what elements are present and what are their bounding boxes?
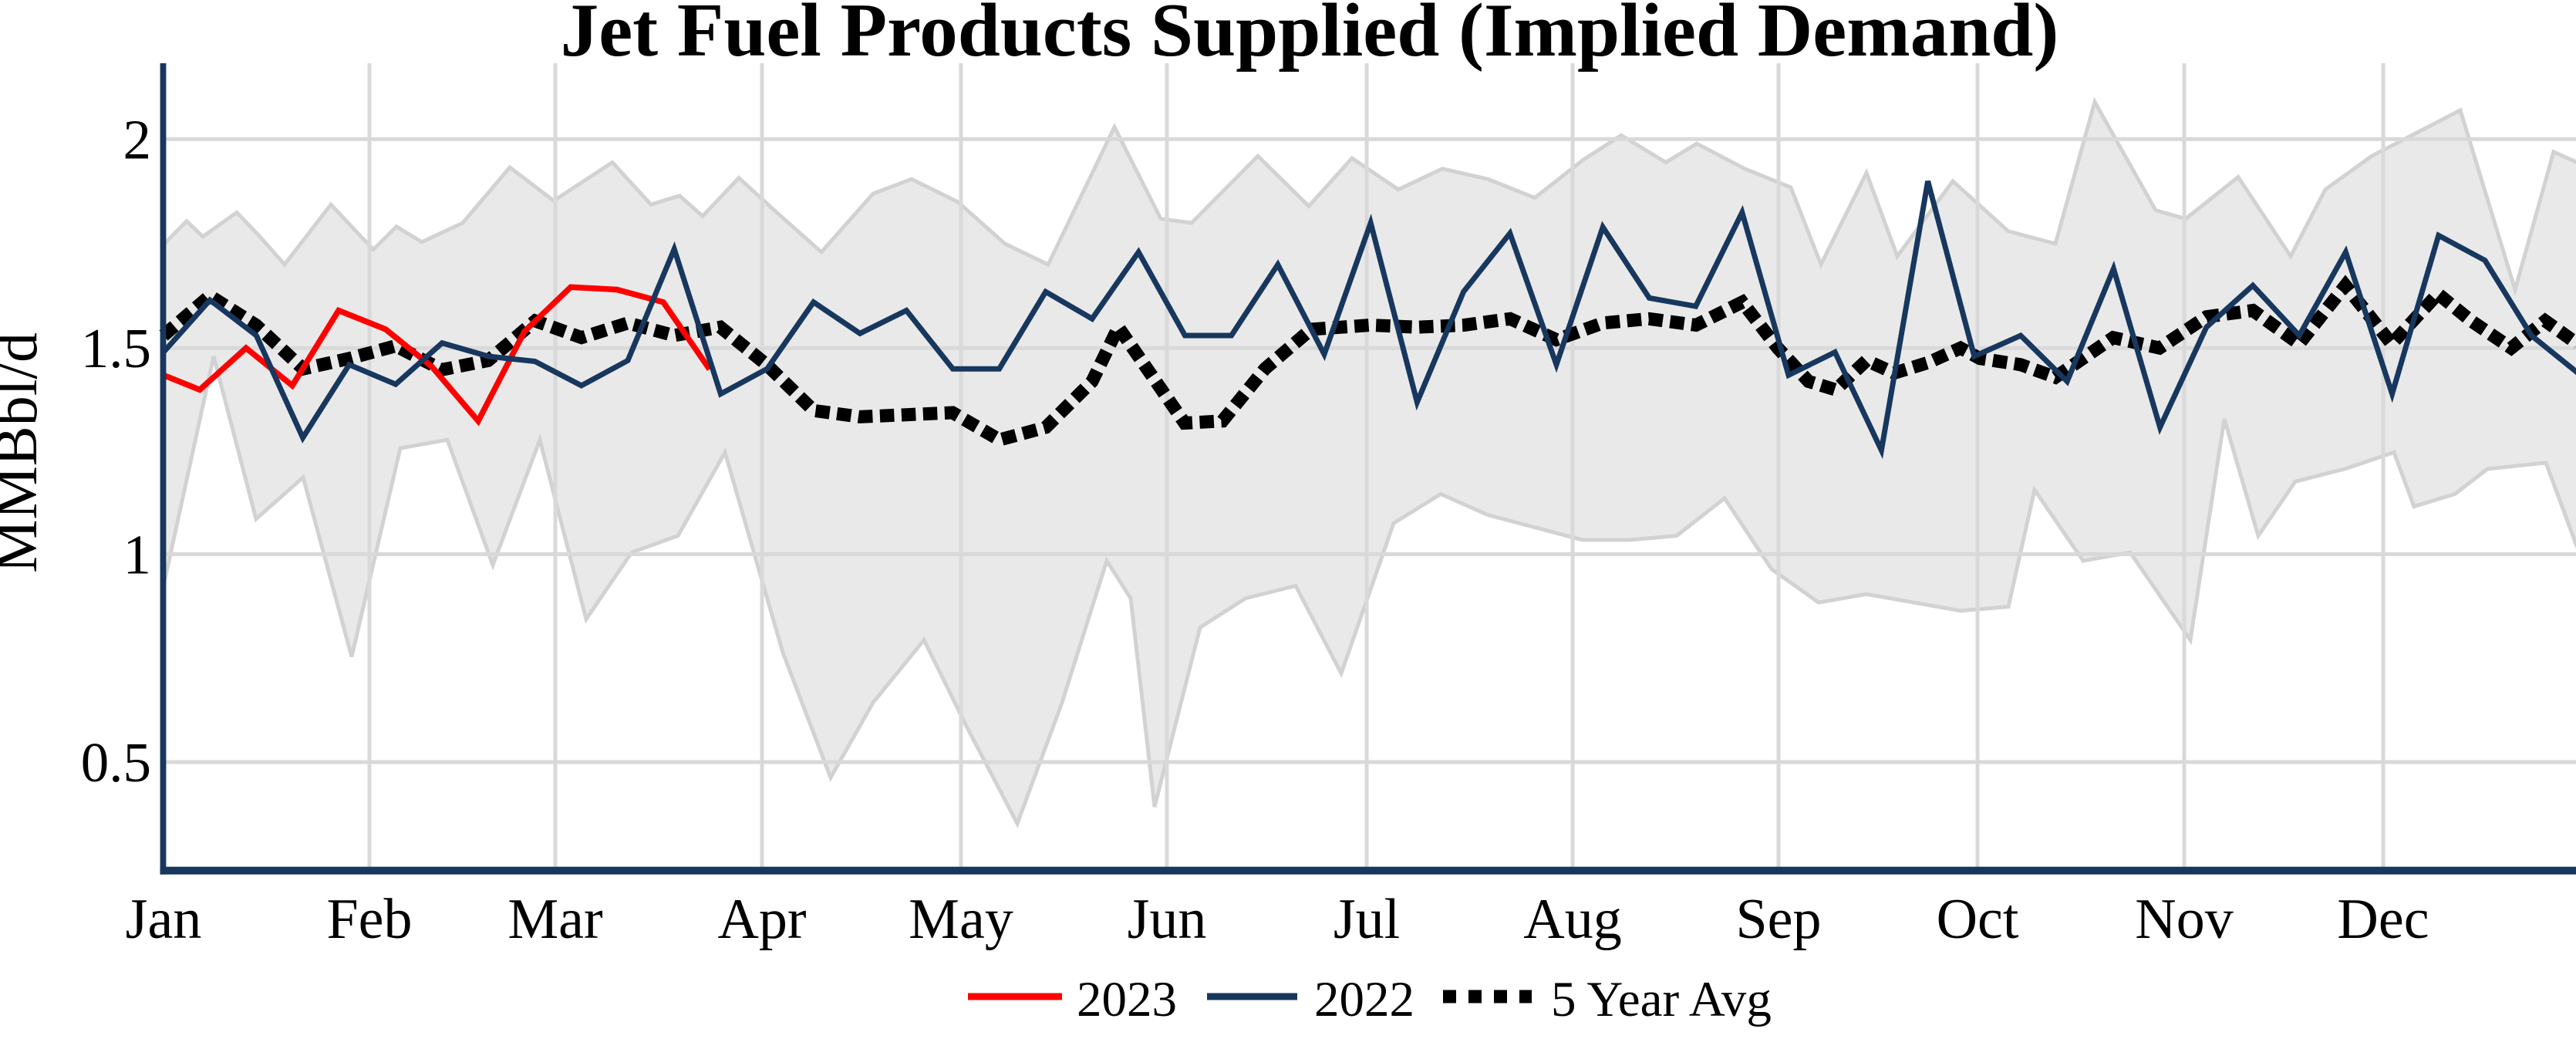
svg-text:0.5: 0.5 xyxy=(81,731,151,794)
svg-text:Dec: Dec xyxy=(2337,888,2429,951)
svg-text:May: May xyxy=(909,888,1013,951)
svg-text:Jul: Jul xyxy=(1334,888,1400,951)
svg-text:Sep: Sep xyxy=(1736,888,1822,951)
svg-text:Jun: Jun xyxy=(1128,888,1207,951)
svg-text:5 Year Avg: 5 Year Avg xyxy=(1551,972,1772,1027)
svg-text:Mar: Mar xyxy=(507,888,602,951)
svg-text:2: 2 xyxy=(123,108,152,170)
svg-text:Oct: Oct xyxy=(1937,888,2019,951)
svg-text:Feb: Feb xyxy=(327,888,413,951)
svg-text:2022: 2022 xyxy=(1314,972,1414,1027)
svg-text:MMBbl/d: MMBbl/d xyxy=(0,332,49,573)
svg-text:2023: 2023 xyxy=(1077,972,1177,1027)
svg-text:Aug: Aug xyxy=(1523,888,1621,951)
svg-text:Jet Fuel Products Supplied (Im: Jet Fuel Products Supplied (Implied Dema… xyxy=(561,0,2059,73)
svg-text:Apr: Apr xyxy=(717,888,806,951)
svg-text:Nov: Nov xyxy=(2135,888,2233,951)
svg-text:Jan: Jan xyxy=(126,888,202,951)
svg-text:1.5: 1.5 xyxy=(81,317,151,379)
svg-text:1: 1 xyxy=(123,524,152,586)
